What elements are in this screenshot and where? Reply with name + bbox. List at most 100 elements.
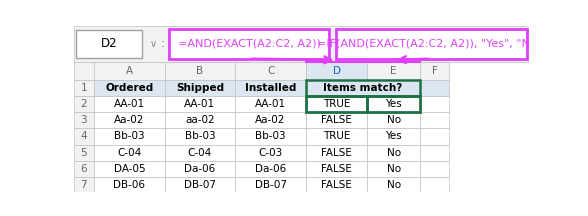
Text: A: A [126,66,133,76]
Bar [368,145,420,161]
Bar [165,96,235,112]
Text: TRUE: TRUE [323,99,350,109]
Bar [74,80,94,96]
Bar [74,96,94,112]
Bar [420,177,449,193]
Text: No: No [386,148,400,158]
Text: No: No [386,115,400,125]
Bar [306,177,368,193]
Text: C-04: C-04 [188,148,212,158]
Text: =AND(EXACT(A2:C2, A2)): =AND(EXACT(A2:C2, A2)) [178,39,320,49]
Bar [76,30,142,57]
Text: ∨: ∨ [149,39,156,49]
Bar [420,128,449,145]
Bar [306,80,420,96]
Bar [306,112,368,128]
Bar [420,80,449,96]
Bar [165,177,235,193]
Text: =IF(AND(EXACT(A2:C2, A2)), "Yes", "No"): =IF(AND(EXACT(A2:C2, A2)), "Yes", "No") [316,39,546,49]
Bar [74,112,94,128]
Text: 5: 5 [81,148,87,158]
Text: Installed: Installed [245,83,296,93]
Bar [368,128,420,145]
Text: DB-06: DB-06 [113,180,145,190]
Text: 1: 1 [81,83,87,93]
Text: TRUE: TRUE [323,132,350,141]
Text: C-04: C-04 [117,148,142,158]
Bar [368,62,420,80]
Bar [235,96,306,112]
Text: FALSE: FALSE [321,180,352,190]
Text: 7: 7 [81,180,87,190]
Text: AA-01: AA-01 [113,99,145,109]
Bar [74,26,529,62]
Text: Ordered: Ordered [105,83,153,93]
Bar [74,145,94,161]
Text: No: No [386,164,400,174]
Text: 6: 6 [81,164,87,174]
Text: E: E [390,66,397,76]
Bar [165,161,235,177]
Bar [306,145,368,161]
Text: FALSE: FALSE [321,196,352,206]
Text: 4: 4 [81,132,87,141]
Text: Da-06: Da-06 [184,164,216,174]
Text: C: C [267,66,274,76]
Bar [235,193,306,209]
Text: Bb-03: Bb-03 [255,132,286,141]
Text: Da-06: Da-06 [255,164,286,174]
Bar [165,193,235,209]
Bar [169,29,329,59]
Bar [306,161,368,177]
Bar [368,161,420,177]
Text: FALSE: FALSE [321,164,352,174]
Bar [368,96,420,112]
Text: FALSE: FALSE [321,148,352,158]
Bar [420,96,449,112]
Bar [165,62,235,80]
Text: FALSE: FALSE [321,115,352,125]
Text: Fe-07: Fe-07 [186,196,214,206]
Text: Yes: Yes [385,132,402,141]
Text: DA-05: DA-05 [113,164,145,174]
Bar [420,62,449,80]
Bar [336,29,527,59]
Bar [306,96,368,112]
Bar [94,80,165,96]
Bar [420,145,449,161]
Text: 2: 2 [81,99,87,109]
Bar [368,96,420,112]
Bar [235,62,306,80]
Text: Fe-07: Fe-07 [256,196,285,206]
Bar [235,128,306,145]
Bar [74,128,94,145]
Bar [74,177,94,193]
Text: B: B [196,66,203,76]
Text: D: D [333,66,340,76]
Text: Ef-07: Ef-07 [116,196,142,206]
Text: C-03: C-03 [259,148,283,158]
Bar [94,161,165,177]
Bar [306,62,368,80]
Text: aa-02: aa-02 [185,115,215,125]
Text: Shipped: Shipped [176,83,224,93]
Bar [165,112,235,128]
Bar [235,112,306,128]
Text: AA-01: AA-01 [185,99,216,109]
Text: Yes: Yes [385,99,402,109]
Bar [306,96,368,112]
Bar [94,128,165,145]
Bar [165,128,235,145]
Text: F: F [432,66,437,76]
Text: Aa-02: Aa-02 [255,115,286,125]
Bar [94,145,165,161]
Bar [165,145,235,161]
Bar [74,193,94,209]
Text: :: : [160,37,164,50]
Bar [368,177,420,193]
Bar [235,145,306,161]
Bar [368,112,420,128]
Text: Bb-03: Bb-03 [114,132,145,141]
Bar [420,193,449,209]
Text: No: No [386,196,400,206]
